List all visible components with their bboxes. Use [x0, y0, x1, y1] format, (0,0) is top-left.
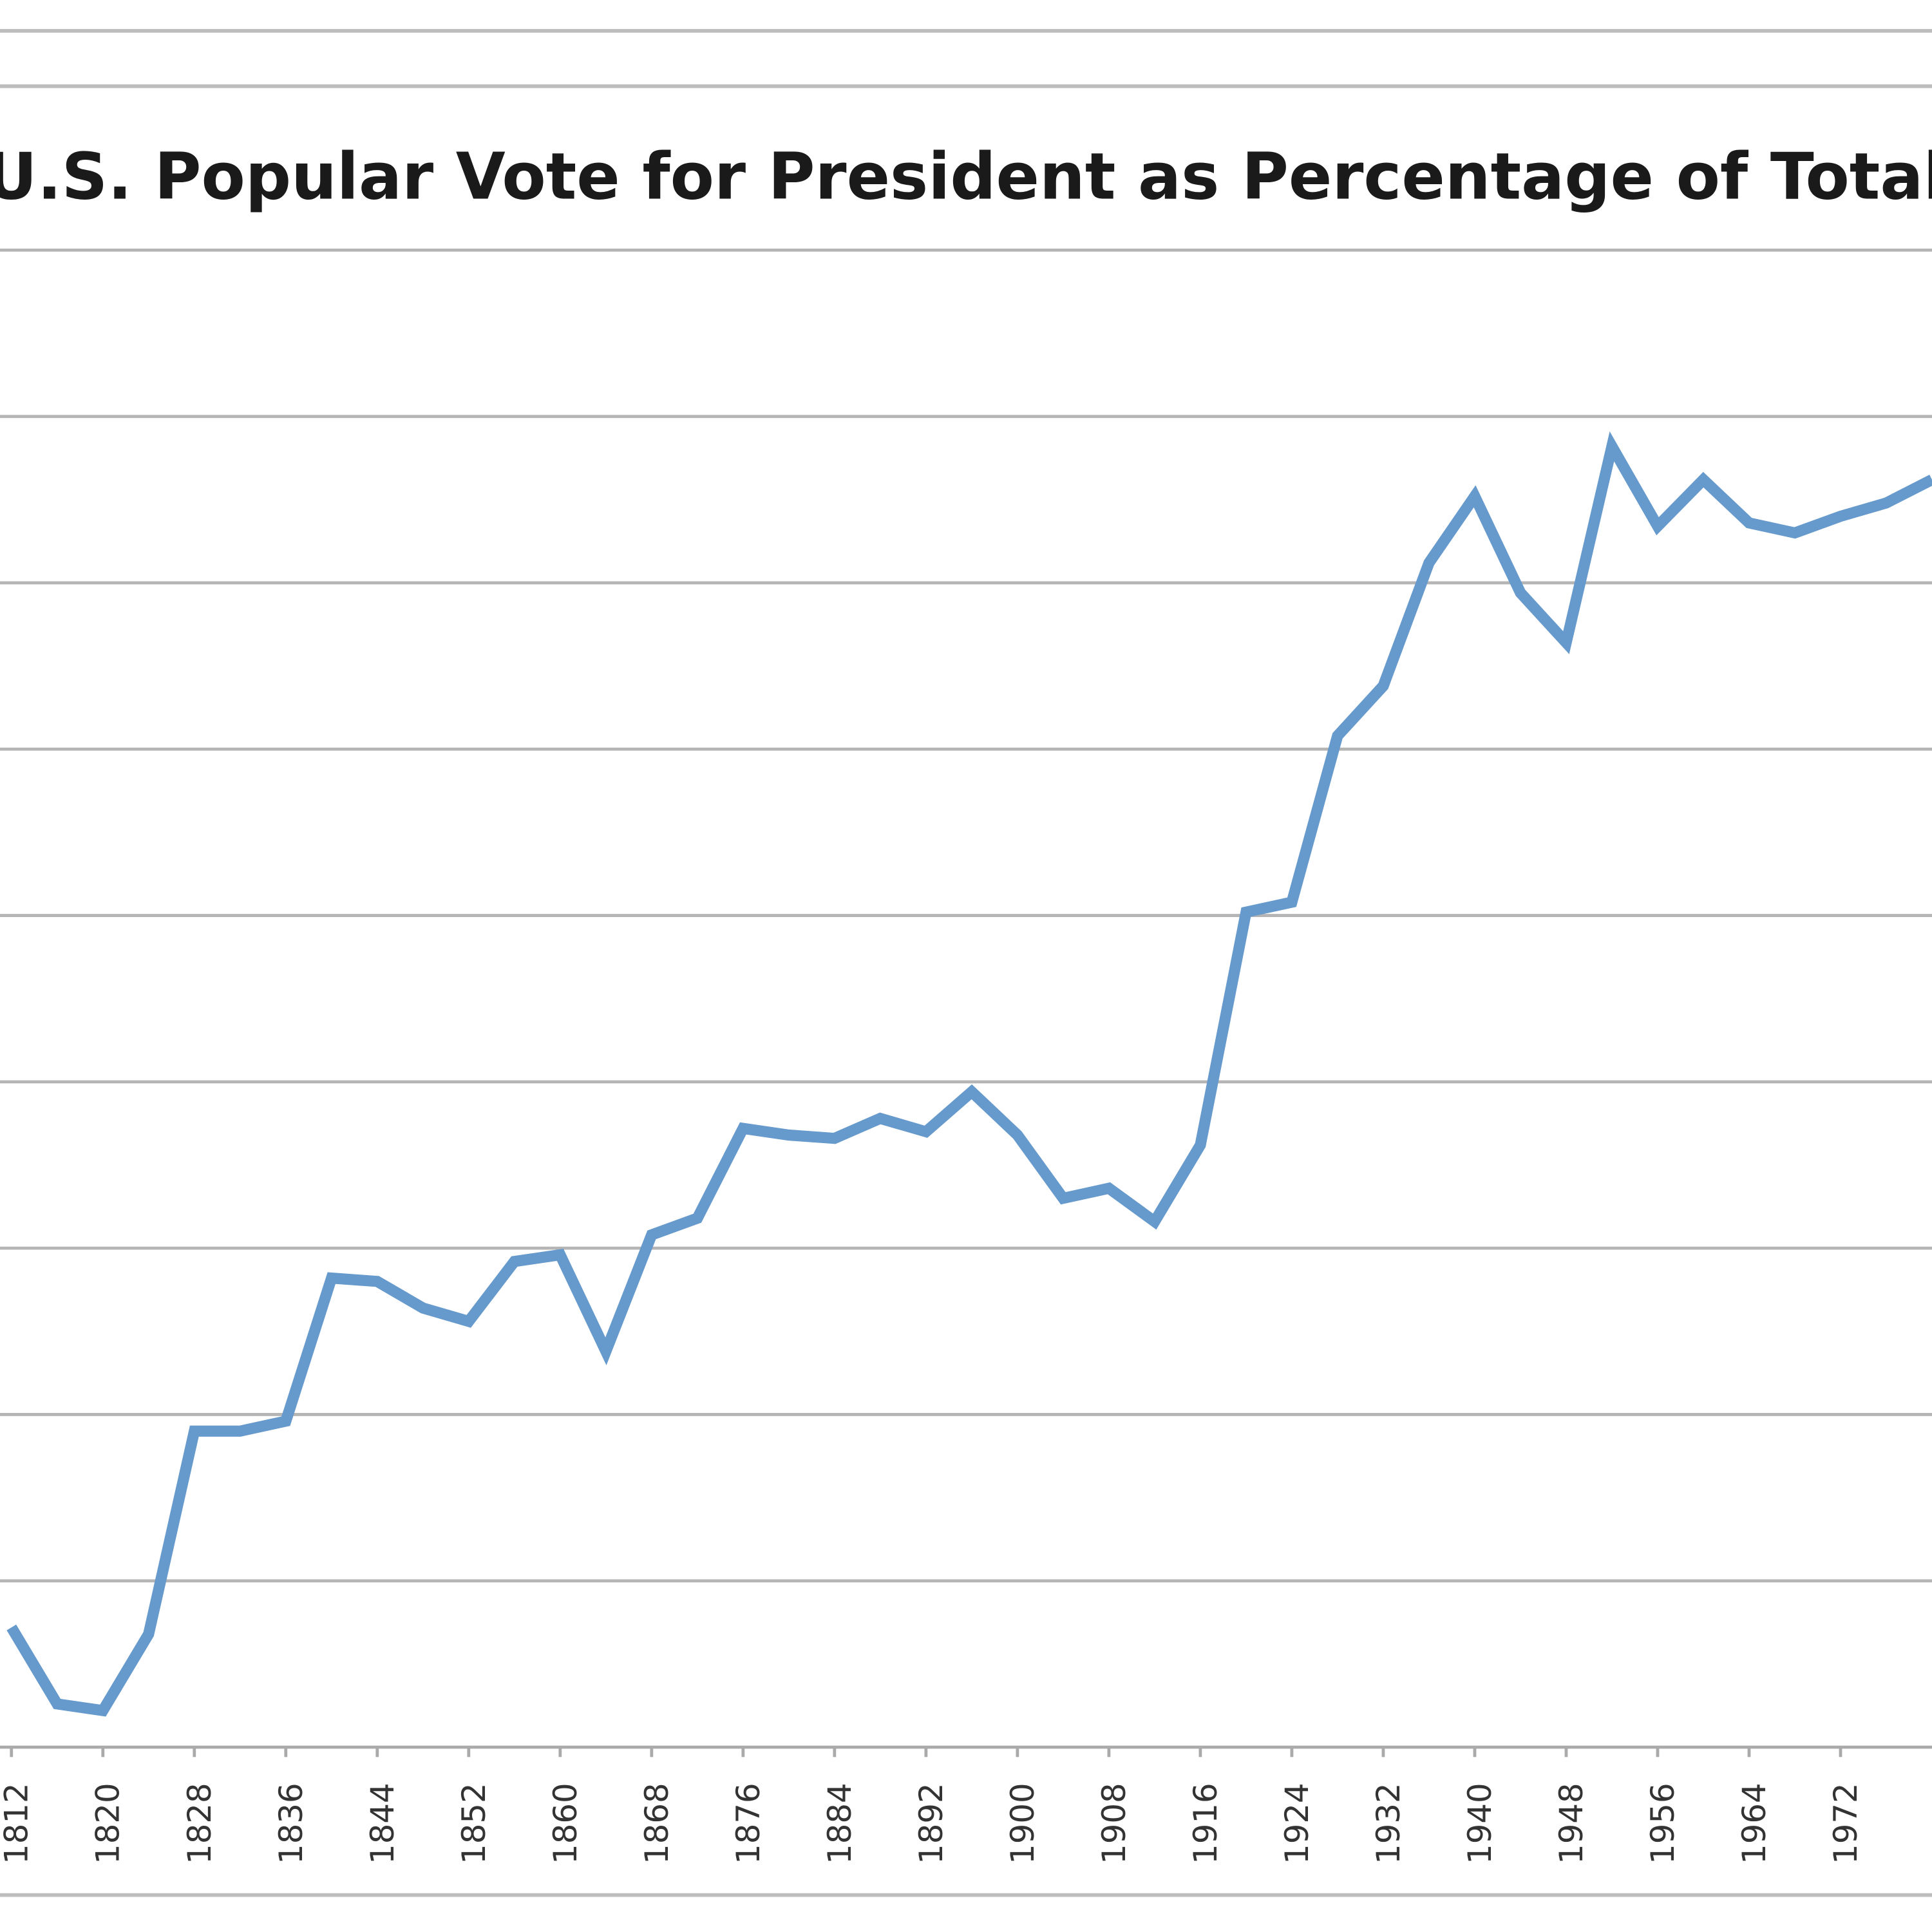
x-tick-label: 1892	[913, 1783, 950, 1864]
x-tick-label: 1868	[638, 1783, 676, 1864]
x-tick-label: 1828	[181, 1783, 218, 1864]
x-tick-label: 1940	[1461, 1783, 1499, 1864]
chart-title: U.S. Popular Vote for President as Perce…	[0, 140, 1932, 214]
data-line	[6, 431, 1932, 1717]
x-tick-label: 1916	[1187, 1783, 1224, 1864]
x-tick-label: 1812	[0, 1783, 35, 1864]
x-tick-label: 1860	[547, 1783, 584, 1864]
x-tick-label: 1964	[1736, 1783, 1773, 1864]
x-tick-label: 1876	[730, 1783, 767, 1864]
x-tick-label: 1932	[1370, 1783, 1407, 1864]
x-tick-label: 1972	[1827, 1783, 1864, 1864]
x-tick-label: 1900	[1004, 1783, 1041, 1864]
x-tick-label: 1820	[90, 1783, 127, 1864]
x-tick-label: 1836	[272, 1783, 310, 1864]
x-tick-label: 1948	[1553, 1783, 1590, 1864]
x-tick-label: 1884	[821, 1783, 858, 1864]
x-tick-label: 1924	[1278, 1783, 1316, 1864]
x-tick-label: 1852	[455, 1783, 493, 1864]
x-tick-label: 1956	[1644, 1783, 1681, 1864]
x-tick-label: 1844	[364, 1783, 401, 1864]
x-tick-label: 1908	[1095, 1783, 1133, 1864]
